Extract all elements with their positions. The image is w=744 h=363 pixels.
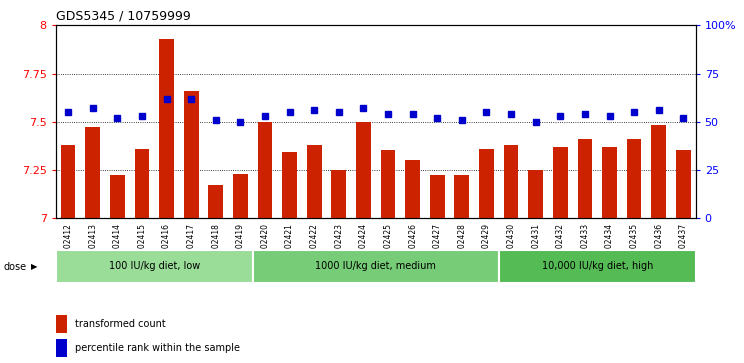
Bar <box>56 250 253 283</box>
Bar <box>381 150 395 218</box>
Bar <box>553 147 568 218</box>
Bar <box>651 126 666 218</box>
Bar <box>479 148 494 218</box>
Bar <box>498 250 696 283</box>
Bar <box>676 150 690 218</box>
Bar <box>405 160 420 218</box>
Text: ▶: ▶ <box>31 262 38 271</box>
Bar <box>86 127 100 218</box>
Bar <box>504 145 519 218</box>
Bar <box>282 152 297 218</box>
Bar <box>307 145 321 218</box>
Bar <box>56 339 67 357</box>
Text: dose: dose <box>4 262 27 272</box>
Bar <box>159 39 174 218</box>
Bar <box>331 170 346 218</box>
Bar <box>110 175 125 218</box>
Bar <box>430 175 445 218</box>
Text: 1000 IU/kg diet, medium: 1000 IU/kg diet, medium <box>315 261 436 271</box>
Bar <box>56 315 67 333</box>
Bar <box>184 91 199 218</box>
Bar <box>253 250 498 283</box>
Bar <box>577 139 592 218</box>
Text: 10,000 IU/kg diet, high: 10,000 IU/kg diet, high <box>542 261 653 271</box>
Bar <box>135 148 150 218</box>
Text: GDS5345 / 10759999: GDS5345 / 10759999 <box>56 10 190 23</box>
Bar <box>233 174 248 218</box>
Bar <box>528 170 543 218</box>
Bar <box>257 122 272 218</box>
Bar <box>602 147 617 218</box>
Bar <box>208 185 223 218</box>
Bar <box>61 145 75 218</box>
Text: transformed count: transformed count <box>75 319 166 330</box>
Bar <box>626 139 641 218</box>
Bar <box>356 122 371 218</box>
Text: percentile rank within the sample: percentile rank within the sample <box>75 343 240 353</box>
Text: 100 IU/kg diet, low: 100 IU/kg diet, low <box>109 261 200 271</box>
Bar <box>455 175 469 218</box>
